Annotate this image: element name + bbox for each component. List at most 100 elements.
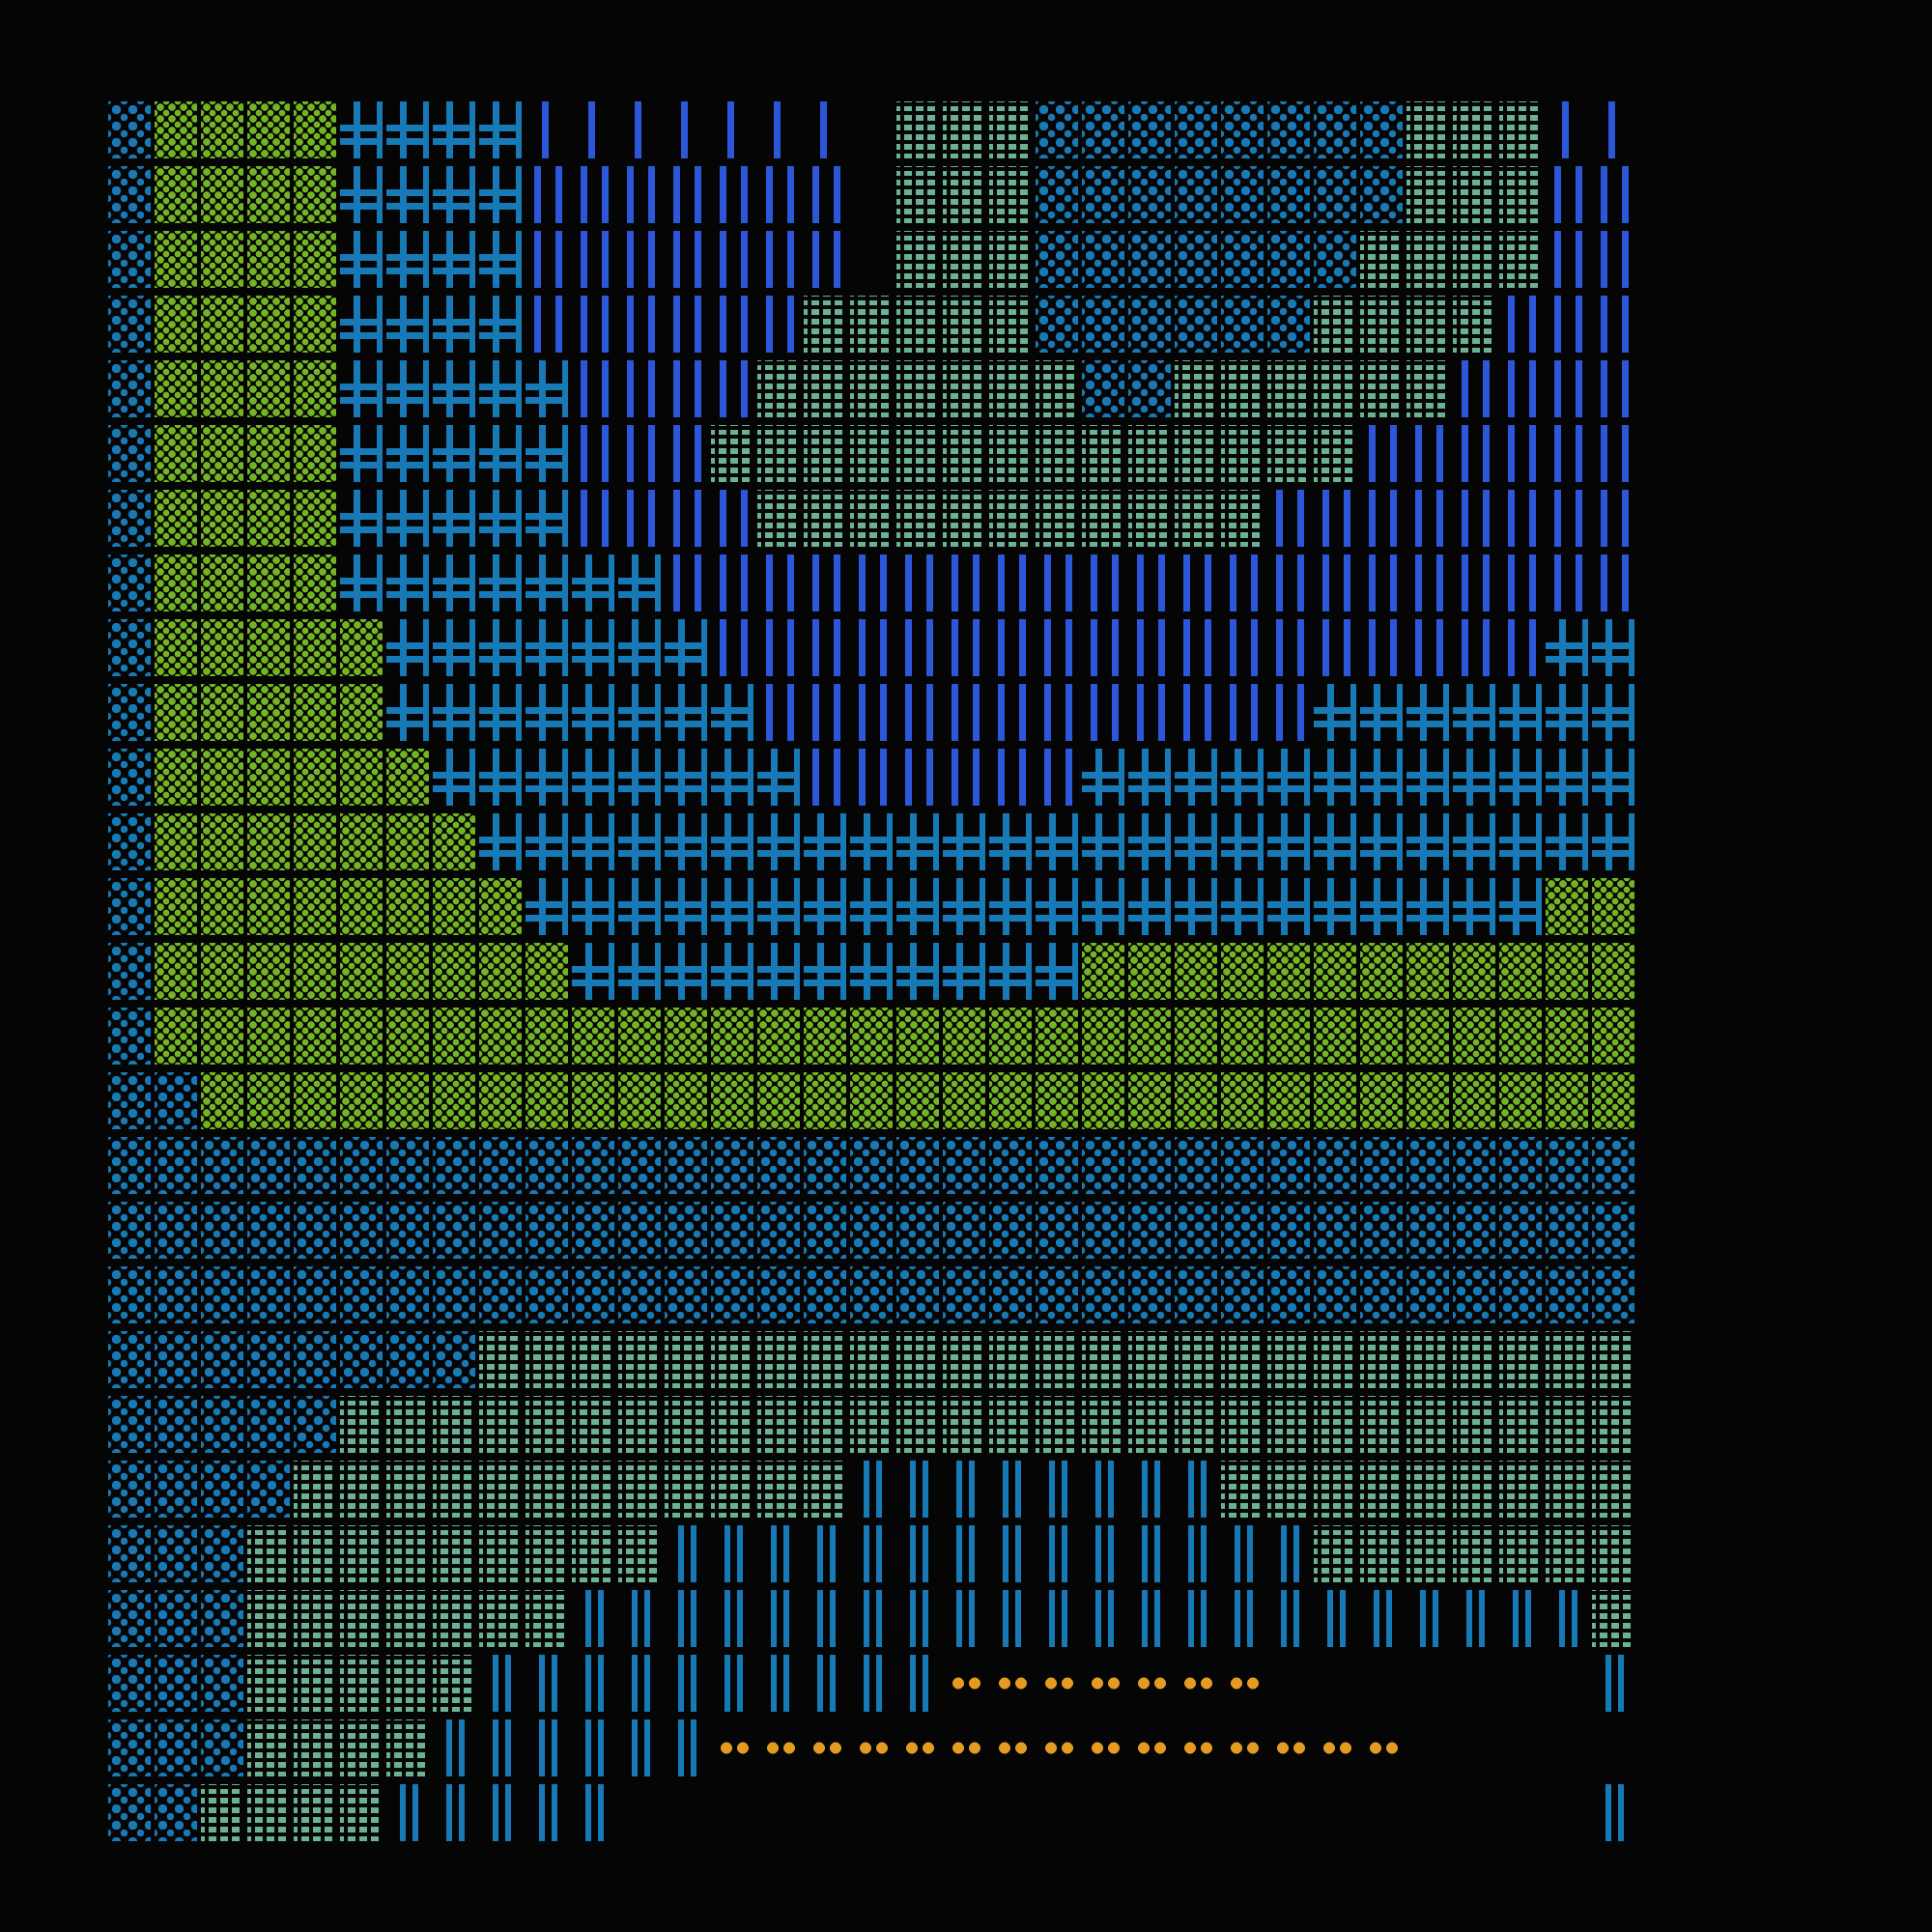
cell-dense-green-dots: [201, 296, 243, 353]
cell-blue-vertical-bars: [850, 554, 893, 611]
cell-dense-green-dots: [386, 1008, 429, 1065]
cell-blue-vertical-bars: [618, 231, 661, 288]
cell-checkered-sage-block: [1453, 101, 1495, 158]
cell-sparse-teal-dots: [572, 1266, 614, 1323]
cell-teal-vertical-bars: [896, 1590, 939, 1647]
cell-checkered-sage-block: [1175, 360, 1217, 417]
cell-checkered-sage-block: [943, 296, 985, 353]
cell-teal-vertical-bars: [1267, 1590, 1310, 1647]
cell-sparse-teal-dots: [618, 1137, 661, 1194]
cell-teal-cross: [479, 619, 522, 676]
cell-blue-vertical-bars: [1499, 296, 1542, 353]
cell-teal-cross: [711, 943, 753, 1000]
cell-teal-cross: [1406, 749, 1449, 806]
cell-sparse-teal-dots: [108, 1719, 151, 1776]
cell-dense-green-dots: [340, 1072, 383, 1129]
cell-sparse-teal-dots: [1360, 1137, 1403, 1194]
cell-blue-vertical-bars: [572, 360, 614, 417]
cell-teal-vertical-bars: [804, 1655, 846, 1712]
cell-teal-cross: [896, 813, 939, 870]
cell-checkered-sage-block: [757, 360, 800, 417]
cell-sparse-teal-dots: [1128, 231, 1171, 288]
cell-sparse-teal-dots: [155, 1331, 197, 1388]
cell-checkered-sage-block: [989, 490, 1032, 547]
cell-sparse-teal-dots: [1036, 296, 1078, 353]
cell-blue-vertical-bars: [1592, 296, 1634, 353]
cell-teal-cross: [665, 943, 707, 1000]
cell-teal-cross: [989, 878, 1032, 935]
cell-blue-vertical-bars: [1453, 490, 1495, 547]
cell-dense-green-dots: [155, 296, 197, 353]
cell-teal-cross: [1499, 684, 1542, 741]
cell-teal-vertical-bars: [1221, 1525, 1264, 1582]
cell-blue-vertical-bars: [526, 296, 568, 353]
cell-dense-green-dots: [201, 813, 243, 870]
cell-teal-vertical-bars: [665, 1655, 707, 1712]
cell-blue-vertical-bars: [1546, 360, 1588, 417]
cell-sparse-teal-dots: [943, 1266, 985, 1323]
cell-dense-green-dots: [340, 943, 383, 1000]
cell-sparse-teal-dots: [155, 1784, 197, 1841]
cell-dense-green-dots: [1499, 1072, 1542, 1129]
cell-blue-single-vertical-bar: [1546, 101, 1588, 158]
cell-orange-dot-pair: [1128, 1719, 1171, 1776]
cell-teal-cross: [1499, 813, 1542, 870]
cell-teal-cross: [386, 619, 429, 676]
cell-blue-vertical-bars: [1036, 749, 1078, 806]
cell-blue-single-vertical-bar: [572, 101, 614, 158]
cell-blue-vertical-bars: [804, 684, 846, 741]
cell-dense-green-dots: [294, 1008, 336, 1065]
cell-sparse-teal-dots: [1221, 166, 1264, 223]
cell-blue-vertical-bars: [1267, 619, 1310, 676]
cell-sparse-teal-dots: [1267, 1202, 1310, 1259]
cell-dense-green-dots: [340, 1008, 383, 1065]
cell-dense-green-dots: [526, 1008, 568, 1065]
cell-checkered-sage-block: [526, 1331, 568, 1388]
cell-dense-green-dots: [479, 1008, 522, 1065]
cell-teal-cross: [618, 619, 661, 676]
cell-teal-vertical-bars: [1082, 1461, 1124, 1518]
cell-orange-dot-pair: [1360, 1719, 1403, 1776]
cell-sparse-teal-dots: [1314, 1137, 1356, 1194]
cell-sparse-teal-dots: [201, 1525, 243, 1582]
cell-checkered-sage-block: [1592, 1396, 1634, 1453]
cell-dense-green-dots: [1082, 1008, 1124, 1065]
cell-teal-vertical-bars: [989, 1525, 1032, 1582]
cell-checkered-sage-block: [1082, 1331, 1124, 1388]
cell-teal-cross: [572, 749, 614, 806]
cell-sparse-teal-dots: [1128, 360, 1171, 417]
cell-dense-green-dots: [340, 813, 383, 870]
cell-checkered-sage-block: [757, 425, 800, 482]
cell-sparse-teal-dots: [108, 943, 151, 1000]
cell-checkered-sage-block: [850, 296, 893, 353]
cell-dense-green-dots: [1592, 878, 1634, 935]
cell-checkered-sage-block: [804, 296, 846, 353]
cell-blue-vertical-bars: [1221, 554, 1264, 611]
cell-checkered-sage-block: [804, 490, 846, 547]
cell-dense-green-dots: [155, 360, 197, 417]
cell-sparse-teal-dots: [1128, 1202, 1171, 1259]
cell-teal-vertical-bars: [665, 1525, 707, 1582]
cell-dense-green-dots: [1267, 1008, 1310, 1065]
cell-checkered-sage-block: [989, 360, 1032, 417]
cell-sparse-teal-dots: [1267, 1266, 1310, 1323]
cell-sparse-teal-dots: [108, 1266, 151, 1323]
cell-blue-vertical-bars: [1546, 166, 1588, 223]
cell-teal-cross: [1036, 878, 1078, 935]
cell-checkered-sage-block: [1082, 490, 1124, 547]
cell-blue-vertical-bars: [572, 166, 614, 223]
cell-teal-vertical-bars: [1592, 1655, 1634, 1712]
cell-checkered-sage-block: [1267, 1396, 1310, 1453]
cell-blue-vertical-bars: [1499, 490, 1542, 547]
cell-sparse-teal-dots: [433, 1266, 475, 1323]
cell-checkered-sage-block: [1314, 1396, 1356, 1453]
cell-dense-green-dots: [850, 1072, 893, 1129]
cell-sparse-teal-dots: [1221, 101, 1264, 158]
cell-blue-vertical-bars: [1082, 554, 1124, 611]
cell-dense-green-dots: [155, 490, 197, 547]
cell-sparse-teal-dots: [804, 1202, 846, 1259]
cell-teal-vertical-bars: [1128, 1525, 1171, 1582]
cell-sparse-teal-dots: [386, 1137, 429, 1194]
cell-checkered-sage-block: [1360, 1461, 1403, 1518]
cell-sparse-teal-dots: [757, 1137, 800, 1194]
